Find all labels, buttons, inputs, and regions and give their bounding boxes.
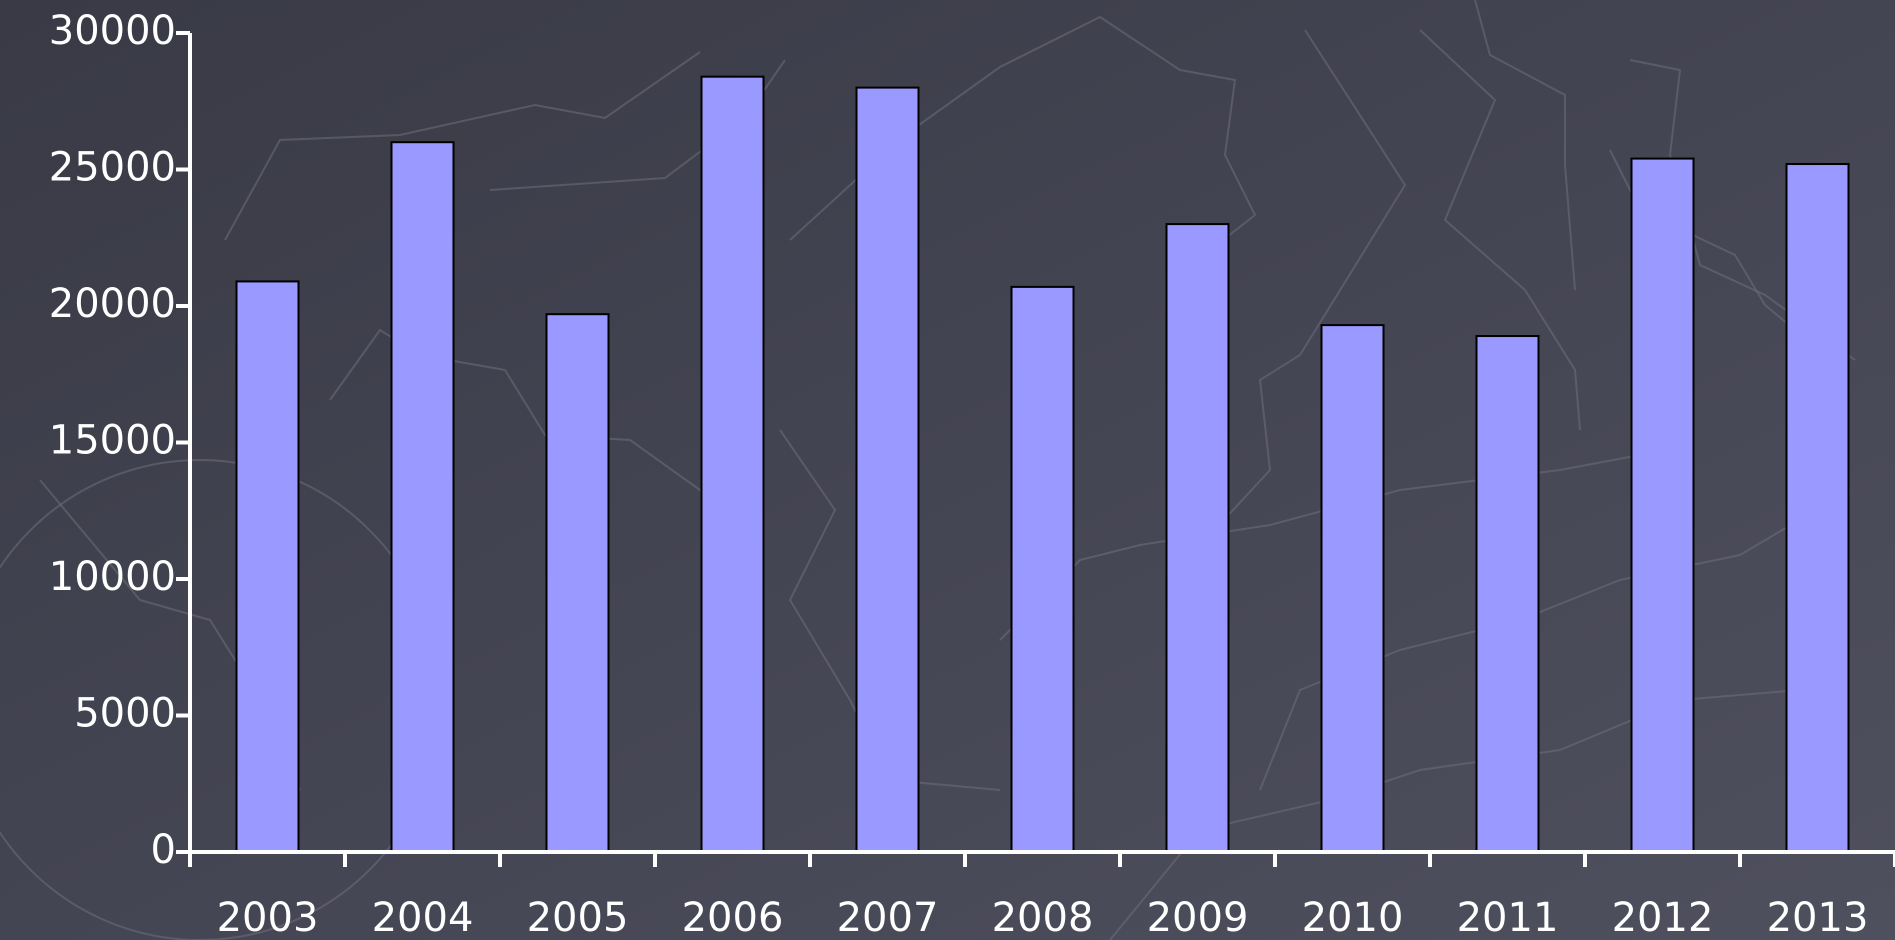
x-tick-label: 2006 bbox=[682, 895, 784, 940]
bar bbox=[1475, 335, 1540, 853]
bar bbox=[1630, 157, 1695, 853]
bar bbox=[1165, 223, 1230, 854]
bar bbox=[1320, 324, 1385, 853]
bar bbox=[700, 75, 765, 854]
y-tick-label: 20000 bbox=[49, 281, 176, 327]
y-tick-label: 30000 bbox=[49, 8, 176, 54]
y-tick-label: 5000 bbox=[74, 691, 176, 737]
y-tick-label: 10000 bbox=[49, 554, 176, 600]
x-tick-label: 2009 bbox=[1147, 895, 1249, 940]
x-tick-label: 2013 bbox=[1767, 895, 1869, 940]
bar bbox=[1010, 285, 1075, 853]
x-tick-label: 2008 bbox=[992, 895, 1094, 940]
x-tick-label: 2004 bbox=[372, 895, 474, 940]
bar bbox=[390, 141, 455, 853]
bar bbox=[235, 280, 300, 853]
x-tick-label: 2007 bbox=[837, 895, 939, 940]
x-tick-label: 2005 bbox=[527, 895, 629, 940]
bar bbox=[855, 86, 920, 854]
x-tick-label: 2012 bbox=[1612, 895, 1714, 940]
y-tick-label: 25000 bbox=[49, 145, 176, 191]
y-tick-label: 0 bbox=[151, 827, 176, 873]
bar bbox=[545, 313, 610, 853]
bar bbox=[1785, 163, 1850, 854]
x-tick-label: 2010 bbox=[1302, 895, 1404, 940]
y-tick-label: 15000 bbox=[49, 418, 176, 464]
x-tick-label: 2003 bbox=[217, 895, 319, 940]
x-tick-label: 2011 bbox=[1457, 895, 1559, 940]
